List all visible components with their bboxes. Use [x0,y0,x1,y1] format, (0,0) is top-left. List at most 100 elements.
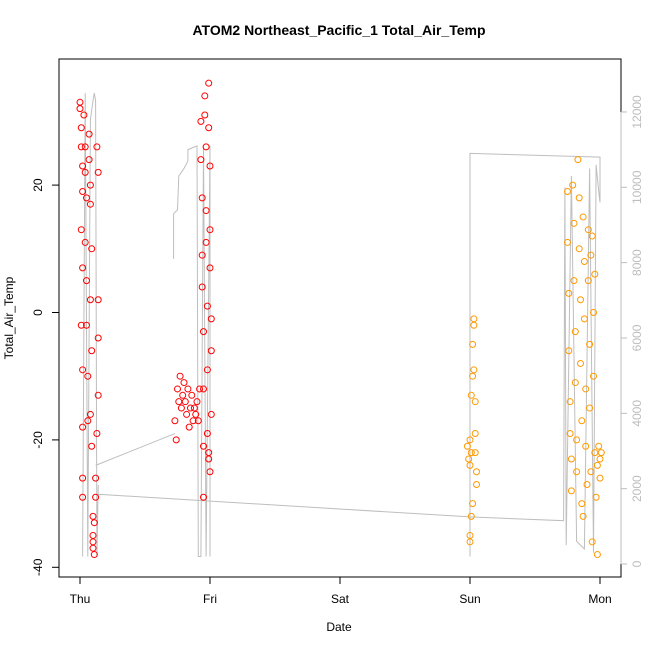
red-point [83,321,90,329]
orange-point [595,442,603,450]
red-point [200,493,207,501]
red-point [83,194,90,202]
orange-point [569,181,577,189]
red-point [77,321,85,329]
x-tick-label: Sat [331,592,350,606]
orange-point [578,417,586,425]
red-point [179,391,187,399]
red-point [197,117,205,125]
red-point [83,277,90,285]
red-point [176,372,184,380]
y-tick-label: 20 [31,178,45,192]
orange-point [579,512,587,520]
orange-point [584,277,592,285]
orange-point [577,359,584,367]
red-point [188,391,196,399]
red-point [81,168,89,176]
gray-line-series-2 [173,145,211,557]
red-point [187,404,194,412]
red-point [203,302,211,310]
chart-title: ATOM2 Northeast_Pacific_1 Total_Air_Temp [192,22,485,38]
red-point [86,181,94,189]
orange-point [583,480,591,488]
red-point [84,417,92,425]
orange-point [473,468,480,476]
data-points [76,79,605,559]
red-point [92,493,100,501]
orange-point [590,372,597,380]
red-point [206,162,214,170]
red-point [85,130,93,138]
orange-point [573,468,581,476]
orange-point [566,398,574,406]
orange-point [577,296,584,304]
red-point [200,442,207,450]
orange-point [471,449,479,457]
red-point [206,264,214,272]
red-point [205,455,213,463]
red-point [88,442,96,450]
orange-point [471,398,479,406]
orange-point [565,289,573,297]
red-point [200,328,207,336]
gray-lines [82,93,601,557]
right-y-tick-label: 12000 [630,95,644,129]
orange-point [469,372,477,380]
red-point [184,385,192,393]
red-point [79,493,87,501]
orange-point [467,391,475,399]
orange-point [574,156,582,164]
red-point [90,519,98,527]
red-point [207,347,215,355]
red-point [200,385,207,393]
orange-point [565,347,573,355]
red-point [84,372,92,380]
y-tick-label: 0 [31,309,45,316]
orange-point [586,340,594,348]
gray-line-series [82,93,601,557]
right-y-tick-label: 2000 [630,475,644,502]
orange-point [571,379,579,387]
orange-point [469,500,477,508]
orange-point [470,366,478,374]
red-point [198,194,206,202]
red-point [79,366,87,374]
orange-point [588,538,596,546]
orange-point [564,187,571,195]
plot-frame [58,58,622,578]
red-point [202,207,210,215]
y-tick-label: -20 [31,431,45,449]
red-point [196,385,204,393]
orange-point [573,436,581,444]
red-point [94,296,102,304]
red-point [206,468,214,476]
right-y-tick-label: 4000 [630,400,644,427]
red-point [79,162,87,170]
orange-point [584,226,592,234]
red-point [89,531,97,539]
red-point [81,238,89,246]
right-y-tick-label: 10000 [630,170,644,204]
orange-point [588,232,596,240]
red-point [201,111,209,119]
right-y-tick-label: 0 [630,560,644,567]
x-tick-label: Mon [588,592,611,606]
right-y-tick-label: 6000 [630,324,644,351]
orange-point [596,474,604,482]
red-point [89,544,97,552]
red-point [190,404,198,412]
orange-point [470,321,478,329]
red-point [89,512,97,520]
right-y-axis: 0 2000 4000 6000 8000 10000 12000 [620,95,644,567]
orange-point [469,340,477,348]
orange-point [571,328,579,336]
y-axis: -40 -20 0 20 [31,178,60,576]
red-point [197,156,205,164]
red-point [94,391,102,399]
red-point [88,347,96,355]
orange-point [473,480,480,488]
orange-point [578,500,586,508]
red-point [89,538,97,546]
red-point [81,143,89,151]
